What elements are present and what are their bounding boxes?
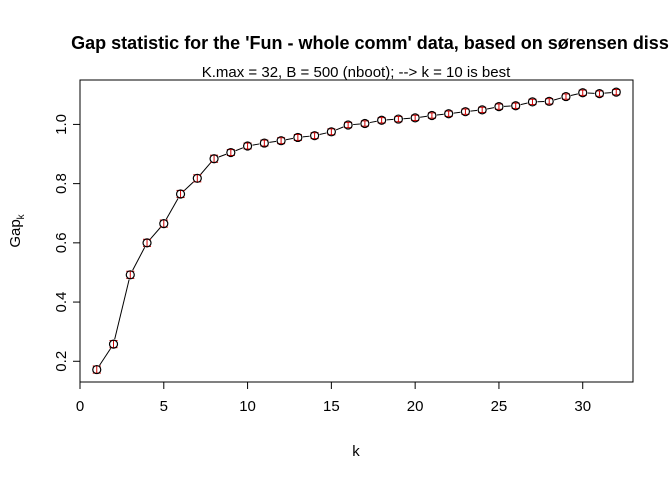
data-point (92, 364, 102, 375)
data-point (561, 91, 571, 102)
data-point (544, 96, 554, 106)
data-point (527, 97, 538, 107)
y-axis-label: Gapk (7, 213, 27, 247)
data-point (511, 101, 521, 111)
series-segment (165, 198, 179, 220)
data-point (142, 238, 152, 248)
x-tick-label: 0 (76, 398, 84, 415)
series-line-group (99, 92, 612, 366)
data-point (611, 87, 621, 97)
data-point (226, 147, 236, 158)
data-point (477, 105, 487, 115)
data-point (310, 131, 320, 141)
y-tick-label: 0.2 (53, 351, 70, 372)
x-tick-label: 5 (160, 398, 168, 415)
series-segment (285, 137, 294, 141)
chart-title: Gap statistic for the 'Fun - whole comm'… (71, 33, 669, 53)
series-segment (132, 247, 146, 271)
data-point (393, 114, 403, 124)
series-segment (570, 93, 578, 96)
data-point (494, 102, 504, 112)
y-axis: 0.2 0.4 0.6 0.8 1.0 (53, 114, 81, 372)
series-segment (453, 111, 461, 114)
series-segment (470, 109, 478, 112)
x-tick-label: 30 (574, 398, 591, 415)
y-tick-label: 0.4 (53, 292, 70, 313)
series-segment (149, 227, 161, 240)
y-axis-label-subscript: k (16, 213, 27, 219)
series-segment (520, 102, 528, 106)
data-point (343, 120, 353, 130)
series-segment (604, 92, 612, 94)
x-tick-label: 20 (407, 398, 424, 415)
data-point (410, 113, 420, 123)
points-group (92, 87, 621, 375)
series-segment (420, 115, 428, 118)
data-point (444, 109, 454, 119)
y-tick-label: 1.0 (53, 114, 70, 135)
series-segment (369, 120, 377, 124)
data-point (192, 173, 202, 183)
series-segment (269, 140, 277, 143)
data-point (594, 89, 605, 99)
series-segment (252, 143, 260, 146)
data-point (125, 270, 135, 280)
x-tick-label: 25 (491, 398, 508, 415)
data-point (209, 154, 219, 164)
series-segment (353, 123, 360, 126)
series-segment (114, 279, 130, 340)
series-segment (302, 135, 310, 138)
series-segment (235, 147, 244, 152)
series-segment (99, 348, 112, 366)
data-point (276, 136, 286, 146)
series-segment (553, 97, 562, 101)
data-point (360, 118, 370, 129)
data-point (460, 107, 471, 117)
series-segment (183, 181, 194, 191)
errorbar-group (92, 88, 621, 374)
data-point (293, 132, 303, 143)
data-point (108, 339, 119, 349)
series-segment (486, 107, 495, 110)
y-tick-label: 0.6 (53, 232, 70, 253)
data-point (259, 138, 269, 148)
x-axis: 0 5 10 15 20 25 30 (76, 381, 591, 415)
data-point (159, 218, 169, 229)
data-point (377, 115, 387, 125)
data-point (578, 88, 588, 98)
series-segment (335, 126, 344, 131)
data-point (242, 141, 253, 151)
x-tick-label: 15 (323, 398, 340, 415)
y-axis-label-main: Gap (7, 219, 24, 247)
x-axis-label: k (352, 443, 360, 460)
data-point (427, 110, 437, 121)
data-point (326, 127, 336, 137)
series-segment (319, 132, 327, 136)
series-segment (436, 113, 444, 116)
chart-subtitle: K.max = 32, B = 500 (nboot); --> k = 10 … (202, 64, 511, 81)
series-segment (200, 162, 212, 175)
series-segment (218, 153, 227, 158)
data-point (175, 189, 186, 199)
plot-frame (79, 79, 634, 383)
x-tick-label: 10 (239, 398, 256, 415)
y-tick-label: 0.8 (53, 173, 70, 194)
